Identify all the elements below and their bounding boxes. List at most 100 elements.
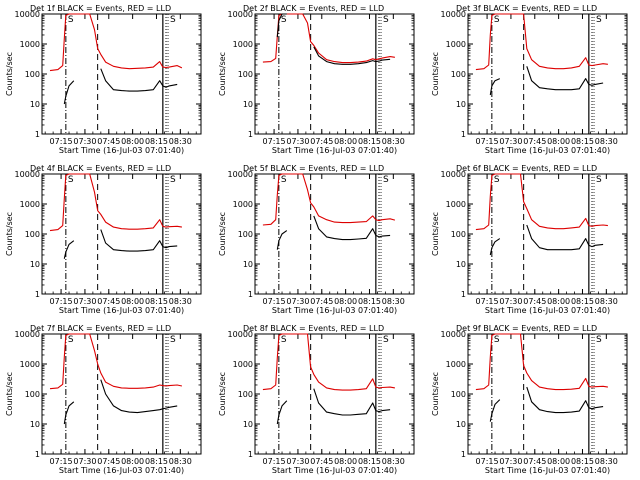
x-tick-label: 07:30 bbox=[499, 137, 522, 146]
x-tick-label: 07:15 bbox=[476, 137, 499, 146]
x-tick-label: 08:30 bbox=[382, 457, 405, 466]
y-tick-label: 1000 bbox=[20, 360, 40, 369]
y-tick-label: 1000 bbox=[446, 360, 466, 369]
series-lld-red bbox=[475, 13, 608, 71]
x-axis-label: Start Time (16-Jul-03 07:01:40) bbox=[485, 146, 610, 155]
series-lld-red bbox=[262, 13, 395, 64]
x-tick-label: 08:00 bbox=[121, 137, 144, 146]
y-tick-label: 1 bbox=[35, 130, 40, 139]
y-tick-label: 1 bbox=[461, 130, 466, 139]
y-tick-label: 1000 bbox=[233, 40, 253, 49]
annotation-glyph: S bbox=[596, 335, 602, 345]
x-tick-label: 08:15 bbox=[145, 137, 168, 146]
annotation-glyph: S bbox=[383, 15, 389, 25]
x-tick-label: 07:45 bbox=[523, 137, 546, 146]
panel-title: Det 5f BLACK = Events, RED = LLD bbox=[243, 164, 384, 173]
x-tick-label: 07:45 bbox=[97, 137, 120, 146]
y-tick-label: 10000 bbox=[441, 10, 466, 19]
y-tick-label: 100 bbox=[238, 230, 253, 239]
x-tick-label: 07:30 bbox=[73, 137, 96, 146]
x-tick-label: 07:15 bbox=[263, 137, 286, 146]
x-tick-label: 07:15 bbox=[50, 137, 73, 146]
x-tick-label: 07:15 bbox=[476, 457, 499, 466]
x-tick-label: 07:30 bbox=[499, 457, 522, 466]
annotation-glyph: S bbox=[383, 335, 389, 345]
y-tick-label: 1 bbox=[461, 450, 466, 459]
x-tick-label: 08:00 bbox=[547, 457, 570, 466]
y-tick-label: 10 bbox=[456, 420, 466, 429]
annotation-glyph: S bbox=[596, 175, 602, 185]
y-tick-label: 1000 bbox=[20, 200, 40, 209]
x-tick-label: 07:45 bbox=[97, 457, 120, 466]
y-axis-label: Counts/sec bbox=[431, 52, 440, 96]
y-tick-label: 100 bbox=[25, 230, 40, 239]
x-tick-label: 08:30 bbox=[595, 297, 618, 306]
y-tick-label: 10000 bbox=[228, 170, 253, 179]
y-tick-label: 1000 bbox=[233, 200, 253, 209]
x-tick-label: 07:30 bbox=[286, 457, 309, 466]
x-tick-label: 08:30 bbox=[595, 137, 618, 146]
x-tick-label: 08:30 bbox=[382, 297, 405, 306]
detector-panel: Det 1f BLACK = Events, RED = LLD 1 10 100 10… bbox=[5, 4, 202, 155]
annotation-glyph: S bbox=[68, 335, 74, 345]
y-tick-label: 10 bbox=[30, 420, 40, 429]
x-tick-label: 07:15 bbox=[263, 457, 286, 466]
y-tick-label: 10000 bbox=[228, 10, 253, 19]
y-tick-label: 100 bbox=[25, 390, 40, 399]
series-lld-red bbox=[262, 173, 396, 226]
x-tick-label: 08:00 bbox=[547, 137, 570, 146]
series-events-black bbox=[63, 229, 178, 259]
x-tick-label: 08:15 bbox=[145, 297, 168, 306]
series-events-black bbox=[276, 388, 391, 425]
y-tick-label: 10000 bbox=[228, 330, 253, 339]
series-events-black bbox=[63, 379, 178, 425]
y-tick-label: 1 bbox=[35, 450, 40, 459]
y-tick-label: 10000 bbox=[15, 330, 40, 339]
x-tick-label: 08:00 bbox=[121, 457, 144, 466]
y-axis-label: Counts/sec bbox=[218, 52, 227, 96]
annotation-glyph: S bbox=[170, 175, 176, 185]
series-events-black bbox=[489, 224, 604, 256]
x-tick-label: 08:00 bbox=[121, 297, 144, 306]
y-axis-label: Counts/sec bbox=[218, 372, 227, 416]
y-tick-label: 1000 bbox=[20, 40, 40, 49]
y-tick-label: 10 bbox=[243, 420, 253, 429]
x-tick-label: 07:15 bbox=[50, 457, 73, 466]
series-lld-red bbox=[49, 333, 183, 390]
x-tick-label: 07:30 bbox=[73, 457, 96, 466]
detector-panel: Det 8f BLACK = Events, RED = LLD 1 10 100 10… bbox=[218, 324, 415, 475]
annotation-glyph: S bbox=[281, 175, 287, 185]
y-tick-label: 10000 bbox=[15, 10, 40, 19]
x-axis-label: Start Time (16-Jul-03 07:01:40) bbox=[272, 146, 397, 155]
x-tick-label: 07:15 bbox=[476, 297, 499, 306]
annotation-glyph: S bbox=[281, 15, 287, 25]
y-tick-label: 100 bbox=[238, 390, 253, 399]
x-tick-label: 08:15 bbox=[358, 297, 381, 306]
panel-title: Det 2f BLACK = Events, RED = LLD bbox=[243, 4, 384, 13]
detector-panel: Det 4f BLACK = Events, RED = LLD 1 10 100 10… bbox=[5, 164, 202, 315]
y-axis-label: Counts/sec bbox=[431, 212, 440, 256]
x-tick-label: 07:30 bbox=[499, 297, 522, 306]
x-tick-label: 08:15 bbox=[358, 137, 381, 146]
series-lld-red bbox=[262, 333, 395, 391]
x-axis-label: Start Time (16-Jul-03 07:01:40) bbox=[485, 466, 610, 475]
x-tick-label: 08:30 bbox=[595, 457, 618, 466]
annotation-glyph: S bbox=[68, 15, 74, 25]
series-lld-red bbox=[475, 173, 608, 231]
y-tick-label: 1000 bbox=[233, 360, 253, 369]
x-tick-label: 08:15 bbox=[571, 457, 594, 466]
x-tick-label: 08:15 bbox=[571, 137, 594, 146]
x-tick-label: 08:30 bbox=[169, 137, 192, 146]
x-tick-label: 07:30 bbox=[286, 137, 309, 146]
y-tick-label: 1 bbox=[248, 450, 253, 459]
x-axis-label: Start Time (16-Jul-03 07:01:40) bbox=[272, 466, 397, 475]
annotation-glyph: S bbox=[170, 335, 176, 345]
x-axis-label: Start Time (16-Jul-03 07:01:40) bbox=[59, 466, 184, 475]
panel-title: Det 8f BLACK = Events, RED = LLD bbox=[243, 324, 384, 333]
detector-panel: Det 6f BLACK = Events, RED = LLD 1 10 100 10… bbox=[431, 164, 628, 315]
panel-title: Det 9f BLACK = Events, RED = LLD bbox=[456, 324, 597, 333]
detector-panel: Det 7f BLACK = Events, RED = LLD 1 10 100 10… bbox=[5, 324, 202, 475]
series-lld-red bbox=[49, 173, 182, 232]
y-tick-label: 1 bbox=[35, 290, 40, 299]
y-tick-label: 10 bbox=[243, 100, 253, 109]
